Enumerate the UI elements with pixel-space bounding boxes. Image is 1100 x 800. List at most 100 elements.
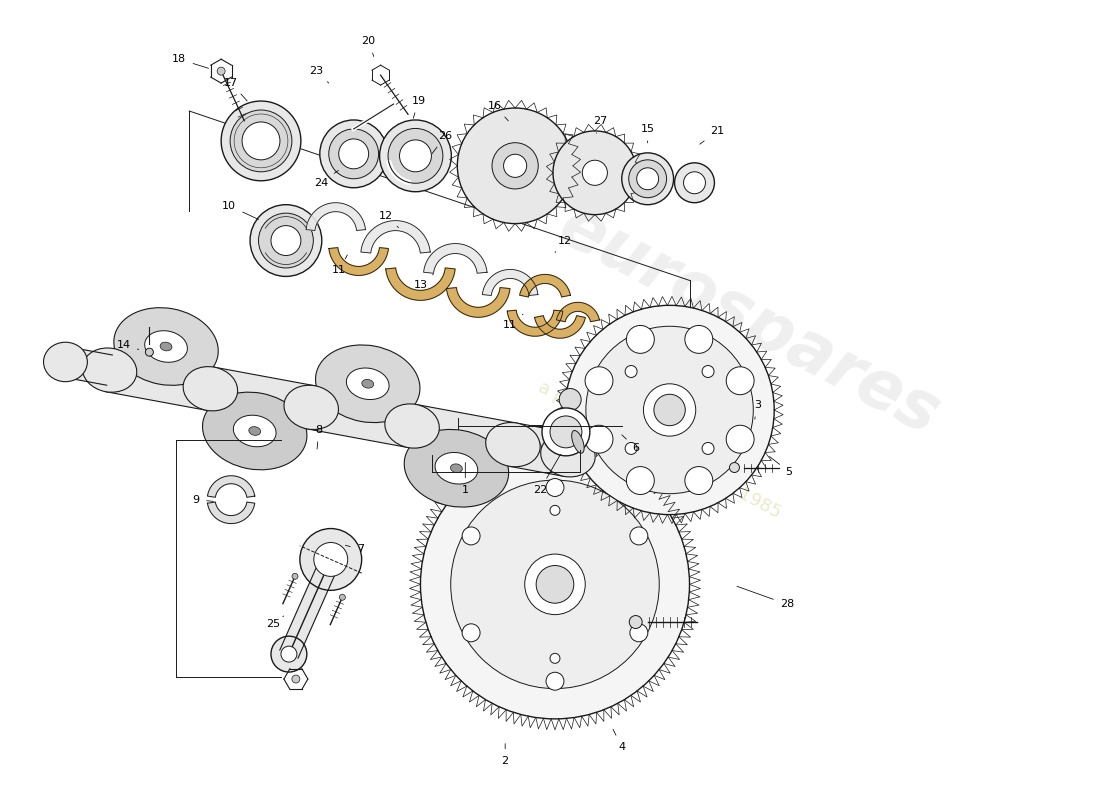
Ellipse shape: [486, 422, 540, 466]
Text: 11: 11: [332, 255, 348, 275]
Ellipse shape: [726, 366, 755, 394]
Ellipse shape: [565, 306, 774, 514]
Text: 1: 1: [462, 462, 469, 494]
Ellipse shape: [339, 139, 369, 169]
Ellipse shape: [329, 129, 378, 178]
Text: 20: 20: [362, 36, 376, 57]
Ellipse shape: [44, 342, 87, 382]
Ellipse shape: [572, 430, 584, 454]
Ellipse shape: [320, 120, 387, 188]
Text: 6: 6: [621, 434, 639, 453]
Text: 2: 2: [502, 743, 508, 766]
Ellipse shape: [630, 527, 648, 545]
Polygon shape: [557, 302, 600, 322]
Text: 8: 8: [316, 425, 322, 449]
Ellipse shape: [385, 404, 439, 448]
Text: 16: 16: [488, 101, 508, 121]
Text: 3: 3: [754, 400, 761, 419]
Text: 23: 23: [309, 66, 329, 83]
Ellipse shape: [250, 205, 322, 277]
Ellipse shape: [541, 433, 595, 477]
Ellipse shape: [492, 142, 538, 189]
Text: eurospares: eurospares: [548, 192, 950, 448]
Ellipse shape: [82, 348, 136, 392]
Text: 12: 12: [556, 235, 572, 253]
Ellipse shape: [621, 153, 673, 205]
Polygon shape: [106, 349, 572, 476]
Ellipse shape: [145, 330, 187, 362]
Ellipse shape: [284, 386, 339, 430]
Ellipse shape: [559, 389, 581, 410]
Polygon shape: [306, 202, 365, 230]
Text: 25: 25: [266, 616, 284, 630]
Ellipse shape: [420, 450, 690, 719]
Ellipse shape: [546, 672, 564, 690]
Ellipse shape: [451, 464, 462, 473]
Ellipse shape: [300, 529, 362, 590]
Text: 15: 15: [640, 124, 654, 143]
Polygon shape: [279, 555, 340, 658]
Ellipse shape: [346, 368, 389, 399]
Ellipse shape: [404, 430, 508, 507]
Polygon shape: [424, 243, 487, 274]
Ellipse shape: [586, 326, 754, 494]
Polygon shape: [63, 347, 112, 385]
Polygon shape: [386, 268, 455, 300]
Ellipse shape: [629, 615, 642, 629]
Ellipse shape: [362, 379, 374, 388]
Polygon shape: [519, 274, 571, 297]
Ellipse shape: [585, 366, 613, 394]
Ellipse shape: [702, 366, 714, 378]
Ellipse shape: [161, 342, 172, 351]
Text: 22: 22: [532, 454, 561, 494]
Ellipse shape: [674, 163, 714, 202]
Text: 12: 12: [378, 210, 398, 228]
Ellipse shape: [388, 129, 443, 183]
Ellipse shape: [504, 154, 527, 178]
Ellipse shape: [340, 594, 345, 600]
Ellipse shape: [637, 168, 659, 190]
Ellipse shape: [546, 478, 564, 497]
Ellipse shape: [230, 110, 292, 172]
Text: a passion for parts since 1985: a passion for parts since 1985: [535, 378, 784, 522]
Ellipse shape: [626, 466, 654, 494]
Ellipse shape: [582, 160, 607, 186]
Polygon shape: [483, 270, 538, 295]
Text: 21: 21: [700, 126, 725, 144]
Ellipse shape: [217, 67, 226, 75]
Ellipse shape: [550, 506, 560, 515]
Ellipse shape: [626, 326, 654, 354]
Text: 5: 5: [769, 457, 793, 477]
Ellipse shape: [399, 140, 431, 172]
Polygon shape: [329, 248, 388, 275]
Ellipse shape: [314, 542, 348, 576]
Ellipse shape: [458, 108, 573, 224]
Ellipse shape: [183, 366, 238, 411]
Text: 14: 14: [117, 340, 139, 350]
Ellipse shape: [451, 480, 659, 689]
Text: 9: 9: [192, 494, 213, 505]
Ellipse shape: [113, 308, 218, 386]
Ellipse shape: [550, 654, 560, 663]
Ellipse shape: [202, 392, 307, 470]
Text: 27: 27: [593, 116, 607, 134]
Ellipse shape: [585, 426, 613, 453]
Ellipse shape: [542, 408, 590, 456]
Text: 26: 26: [432, 131, 452, 154]
Ellipse shape: [525, 554, 585, 614]
Text: 13: 13: [414, 274, 433, 290]
Ellipse shape: [271, 636, 307, 672]
Polygon shape: [535, 316, 585, 338]
Ellipse shape: [625, 442, 637, 454]
Ellipse shape: [726, 426, 755, 453]
Ellipse shape: [242, 122, 279, 160]
Ellipse shape: [536, 566, 574, 603]
Ellipse shape: [233, 415, 276, 446]
Text: 4: 4: [613, 730, 625, 752]
Ellipse shape: [630, 624, 648, 642]
Ellipse shape: [436, 453, 477, 484]
Ellipse shape: [462, 527, 480, 545]
Text: 11: 11: [503, 314, 522, 330]
Polygon shape: [447, 287, 510, 318]
Ellipse shape: [685, 326, 713, 354]
